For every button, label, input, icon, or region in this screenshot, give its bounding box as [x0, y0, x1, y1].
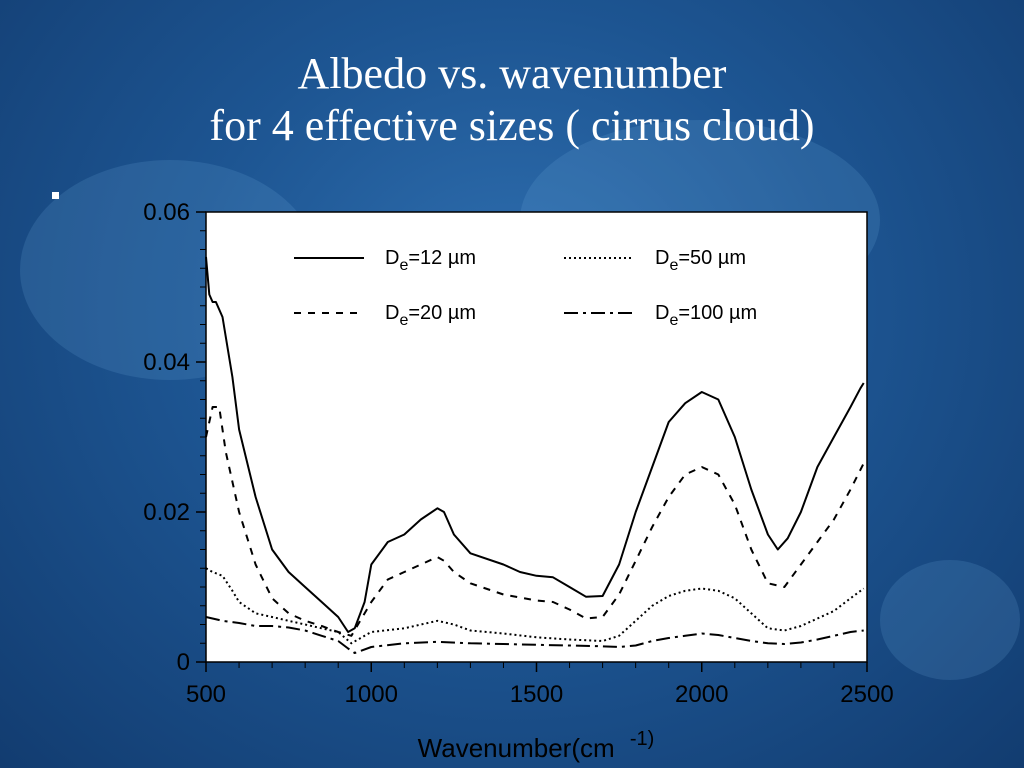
series-line-solid [205, 256, 865, 633]
x-tick-label: 1500 [510, 681, 563, 708]
slide-title: Albedo vs. wavenumber for 4 effective si… [0, 48, 1024, 152]
legend-label: De=50 µm [655, 247, 746, 274]
x-tick-label: 1000 [345, 681, 398, 708]
slide-title-line1: Albedo vs. wavenumber [297, 49, 727, 98]
x-axis-title-superscript: -1) [630, 728, 654, 750]
axis-tick-labels: 500 1000 1500 2000 2500 0 0.02 0.04 0.06 [143, 199, 893, 708]
x-tick-label: 2500 [840, 681, 893, 708]
bullet-marker [52, 192, 59, 199]
slide-title-line2: for 4 effective sizes ( cirrus cloud) [209, 101, 815, 150]
y-tick-label: 0.02 [143, 499, 190, 526]
x-tick-label: 2000 [675, 681, 728, 708]
x-axis-title-main: Wavenumber(cm [418, 733, 615, 763]
x-axis-title: Wavenumber(cm -1) [418, 728, 655, 763]
legend-label: De=12 µm [385, 247, 476, 274]
series-line-dotted [205, 567, 865, 645]
series-line-dashed [205, 406, 865, 637]
y-tick-label: 0.06 [143, 199, 190, 226]
y-tick-label: 0 [177, 649, 190, 676]
y-tick-label: 0.04 [143, 349, 190, 376]
legend-label: De=100 µm [655, 302, 757, 329]
x-tick-label: 500 [186, 681, 226, 708]
legend: De=12 µm De=50 µm De=20 µm De=100 µm [294, 247, 757, 329]
background-continent-shape [880, 560, 1020, 680]
series-line-dashdot [205, 616, 864, 654]
legend-label: De=20 µm [385, 302, 476, 329]
series-lines [205, 256, 865, 654]
axis-ticks [196, 211, 868, 672]
plot-area [205, 211, 868, 663]
